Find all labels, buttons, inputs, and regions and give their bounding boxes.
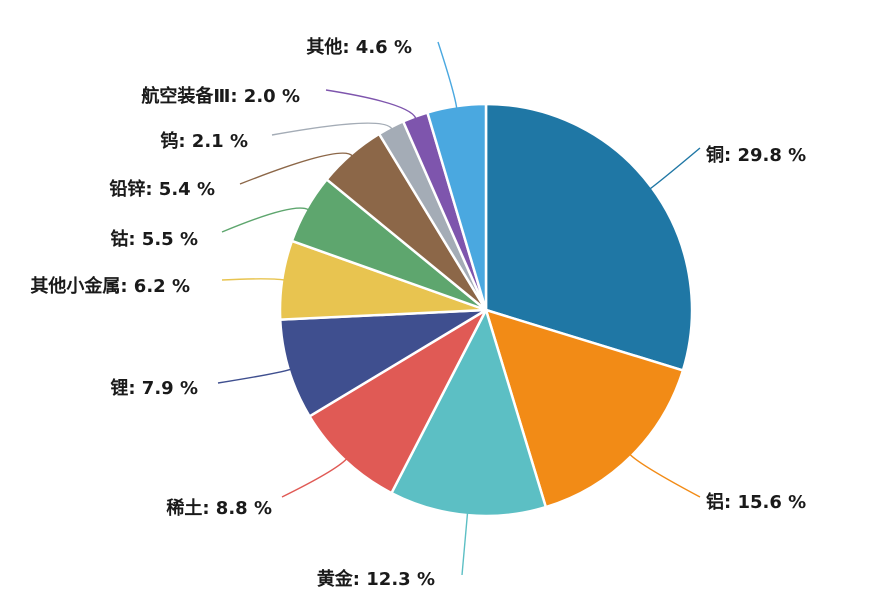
leader-line-10 [437, 41, 458, 109]
leader-line-3 [281, 458, 348, 498]
leader-line-6 [221, 207, 309, 233]
leader-line-4 [217, 368, 292, 384]
slice-label-1: 铝: 15.6 % [706, 491, 806, 513]
labels-layer: 铜: 29.8 % 铝: 15.6 % 黄金: 12.3 % 稀土: 8.8 % 锂: … [30, 36, 806, 590]
leader-line-5 [221, 278, 285, 281]
leader-line-2 [461, 513, 469, 576]
leader-line-7 [239, 152, 353, 185]
slice-label-8: 钨: 2.1 % [160, 130, 248, 152]
leader-line-9 [325, 89, 417, 119]
slices-layer [278, 102, 694, 518]
slice-label-9: 航空装备Ⅲ: 2.0 % [141, 85, 300, 107]
slice-label-10: 其他: 4.6 % [306, 36, 412, 58]
slice-label-4: 锂: 7.9 % [110, 377, 198, 399]
leader-line-8 [271, 122, 393, 136]
leader-lines-layer [217, 41, 701, 576]
leader-line-0 [649, 147, 701, 190]
slice-label-2: 黄金: 12.3 % [317, 568, 435, 590]
slice-label-6: 钴: 5.5 % [110, 228, 198, 250]
slice-label-5: 其他小金属: 6.2 % [30, 275, 190, 297]
slice-label-7: 铅锌: 5.4 % [109, 178, 215, 200]
slice-label-0: 铜: 29.8 % [706, 144, 806, 166]
slice-label-3: 稀土: 8.8 % [166, 497, 272, 519]
leader-line-1 [629, 454, 701, 498]
